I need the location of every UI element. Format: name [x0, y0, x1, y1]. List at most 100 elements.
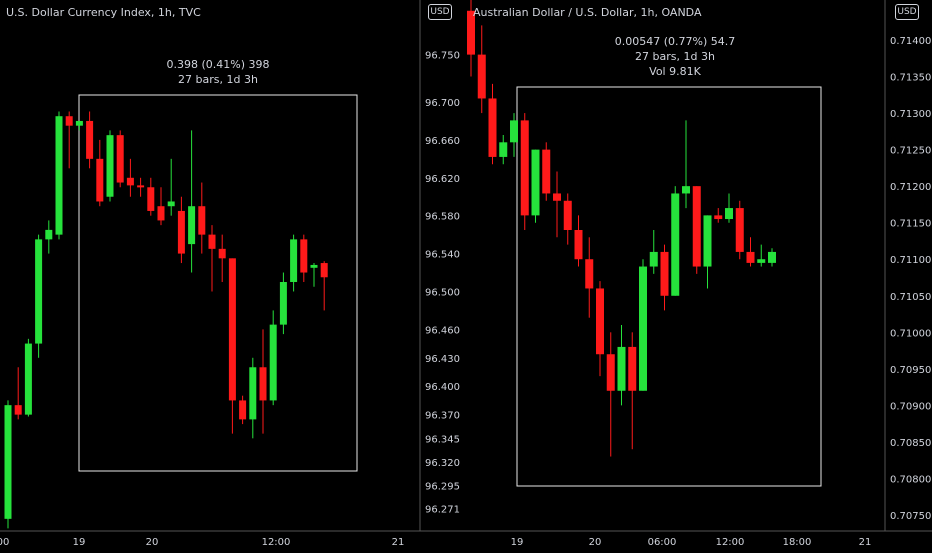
price-tick-label: 96.370 — [425, 411, 460, 422]
time-tick-label: 00 — [0, 537, 9, 548]
candle-body — [477, 54, 486, 99]
measure-bars: 27 bars, 1d 3h — [178, 73, 258, 86]
candle-body — [126, 177, 134, 186]
candle-up — [649, 230, 658, 274]
time-tick-label: 19 — [73, 537, 86, 548]
price-tick-label: 96.400 — [425, 382, 460, 393]
candle-body — [4, 405, 12, 519]
candle-body — [239, 400, 247, 420]
candle-body — [259, 367, 267, 401]
candle-up — [768, 248, 776, 267]
candle-down — [692, 186, 701, 274]
candle-down — [65, 111, 73, 169]
candle-body — [606, 354, 615, 391]
candle-up — [35, 234, 43, 358]
candle-body — [106, 135, 114, 197]
candle-up — [499, 135, 508, 165]
price-tick-label: 0.71050 — [890, 292, 931, 303]
candle-down — [177, 196, 185, 264]
usd-index-chart-pane[interactable]: 96.271 96.295 96.320 96.345 96.370 96.400 96.4… — [0, 0, 465, 550]
time-tick-label: 06:00 — [648, 537, 677, 548]
time-tick-label: 21 — [859, 537, 872, 548]
candle-body — [520, 120, 529, 216]
price-tick-label: 0.71250 — [890, 146, 931, 157]
candle-body — [86, 120, 94, 159]
candle-body — [660, 251, 669, 296]
candle-body — [617, 346, 626, 391]
candle-down — [300, 234, 308, 282]
candle-up — [725, 193, 733, 223]
price-tick-label: 96.500 — [425, 287, 460, 298]
candle-down — [218, 234, 226, 282]
price-tick-label: 0.71000 — [890, 328, 931, 339]
candle-up — [167, 158, 175, 216]
candle-body — [531, 149, 540, 216]
candle-down — [553, 171, 561, 238]
price-tick-label: 96.620 — [425, 174, 460, 185]
chart-title: U.S. Dollar Currency Index, 1h, TVC — [6, 6, 201, 19]
candle-up — [531, 149, 540, 223]
candle-up — [703, 215, 712, 289]
candle-up — [188, 130, 196, 273]
candle-body — [714, 215, 723, 220]
time-tick-label: 12:00 — [262, 537, 291, 548]
candle-up — [249, 357, 257, 439]
candle-up — [55, 111, 63, 240]
candle-down — [14, 367, 22, 420]
price-tick-label: 0.71200 — [890, 182, 931, 193]
candle-down — [239, 395, 247, 425]
candle-down — [488, 83, 497, 165]
candle-body — [725, 208, 733, 220]
usd-index-chart[interactable]: 96.271 96.295 96.320 96.345 96.370 96.400 96.4… — [0, 0, 465, 550]
candle-body — [563, 200, 572, 230]
candle-body — [467, 10, 475, 55]
candle-down — [563, 193, 572, 245]
candle-body — [218, 248, 226, 259]
candle-down — [96, 139, 104, 207]
candle-body — [290, 239, 298, 282]
candle-up — [671, 186, 680, 296]
candle-body — [147, 187, 155, 211]
candle-body — [198, 206, 206, 235]
candle-down — [137, 177, 145, 197]
price-tick-label: 96.430 — [425, 354, 460, 365]
candle-body — [703, 215, 712, 267]
candle-up — [757, 244, 766, 267]
candle-down — [628, 332, 637, 450]
price-tick-label: 0.71350 — [890, 73, 931, 84]
candle-body — [35, 239, 43, 344]
candle-down — [320, 261, 328, 311]
currency-badge[interactable]: USD — [428, 4, 452, 20]
candle-body — [65, 116, 73, 126]
candle-up — [682, 120, 690, 209]
audusd-chart[interactable]: 0.70750 0.70800 0.70850 0.70900 0.70950 0.710… — [465, 0, 932, 550]
candle-up — [617, 325, 626, 406]
price-tick-label: 96.580 — [425, 212, 460, 223]
candle-down — [606, 332, 615, 457]
audusd-chart-pane[interactable]: 0.70750 0.70800 0.70850 0.70900 0.70950 0.710… — [465, 0, 932, 550]
measure-change: 0.00547 (0.77%) 54.7 — [614, 35, 736, 48]
currency-badge[interactable]: USD — [895, 4, 919, 20]
candle-up — [45, 220, 53, 254]
candle-body — [553, 193, 561, 201]
candle-body — [542, 149, 551, 194]
price-tick-label: 0.71300 — [890, 109, 931, 120]
candle-down — [714, 208, 723, 223]
price-tick-label: 96.660 — [425, 136, 460, 147]
price-tick-label: 0.70950 — [890, 365, 931, 376]
price-tick-label: 0.70900 — [890, 401, 931, 412]
candle-down — [520, 113, 529, 230]
candle-body — [768, 251, 776, 263]
candle-body — [671, 193, 680, 296]
candle-body — [116, 135, 124, 183]
candle-body — [167, 201, 175, 207]
candle-down — [735, 200, 744, 260]
candle-down — [126, 158, 134, 197]
price-tick-label: 0.71400 — [890, 36, 931, 47]
candle-body — [96, 158, 104, 202]
measure-readout: 0.398 (0.41%) 398 27 bars, 1d 3h — [138, 57, 298, 87]
candle-down — [116, 130, 124, 188]
candle-body — [649, 251, 658, 267]
price-tick-label: 0.70850 — [890, 438, 931, 449]
candle-up — [24, 338, 32, 417]
